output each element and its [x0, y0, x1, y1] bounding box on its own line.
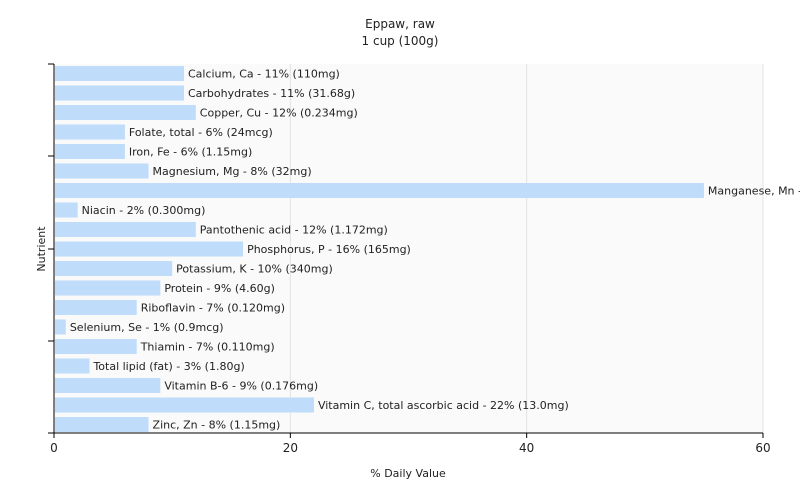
- bar: [55, 163, 149, 179]
- bar-label: Calcium, Ca - 11% (110mg): [188, 68, 340, 81]
- bar: [55, 378, 161, 393]
- bar-label: Vitamin C, total ascorbic acid - 22% (13…: [318, 399, 569, 412]
- bar: [55, 417, 149, 432]
- bar: [55, 339, 137, 354]
- grid-lines: [289, 64, 764, 433]
- bar-labels: Calcium, Ca - 11% (110mg) Carbohydrates -…: [70, 68, 800, 432]
- chart-title: Eppaw, raw: [365, 17, 435, 31]
- axes: 0 20 40 60: [48, 63, 771, 455]
- bar-label: Manganese, Mn - 55% (1.094mg): [708, 185, 800, 198]
- bar-label: Zinc, Zn - 8% (1.15mg): [153, 419, 281, 432]
- bar: [55, 105, 196, 120]
- bar-label: Riboflavin - 7% (0.120mg): [141, 302, 285, 315]
- x-axis-label: % Daily Value: [370, 467, 446, 480]
- bar: [55, 300, 137, 315]
- bar-label: Pantothenic acid - 12% (1.172mg): [200, 224, 388, 237]
- bar: [55, 66, 184, 81]
- chart-subtitle: 1 cup (100g): [362, 34, 439, 48]
- bar: [55, 183, 704, 198]
- bar: [55, 261, 173, 276]
- bar-label: Carbohydrates - 11% (31.68g): [188, 87, 355, 100]
- bar: [55, 202, 78, 218]
- bars: [55, 66, 704, 432]
- bar: [55, 280, 161, 296]
- bar-label: Iron, Fe - 6% (1.15mg): [129, 146, 252, 159]
- bar: [55, 222, 196, 237]
- x-tick-label: 40: [519, 441, 534, 455]
- bar: [55, 397, 314, 413]
- bar: [55, 358, 90, 374]
- bar: [55, 85, 184, 101]
- bar: [55, 241, 244, 257]
- bar-label: Copper, Cu - 12% (0.234mg): [200, 107, 358, 120]
- x-tick-label: 20: [283, 441, 298, 455]
- bar-label: Protein - 9% (4.60g): [164, 282, 275, 295]
- x-tick-label: 0: [50, 441, 58, 455]
- bar-label: Potassium, K - 10% (340mg): [176, 263, 333, 276]
- bar: [55, 144, 125, 159]
- bar-label: Selenium, Se - 1% (0.9mcg): [70, 321, 224, 334]
- bar: [55, 124, 125, 140]
- bar-label: Total lipid (fat) - 3% (1.80g): [92, 360, 244, 373]
- bar-label: Folate, total - 6% (24mcg): [129, 126, 273, 139]
- bar-label: Niacin - 2% (0.300mg): [82, 204, 206, 217]
- bar-label: Vitamin B-6 - 9% (0.176mg): [164, 380, 318, 393]
- bar-label: Magnesium, Mg - 8% (32mg): [153, 165, 312, 178]
- bar: [55, 319, 66, 335]
- bar-label: Phosphorus, P - 16% (165mg): [247, 243, 411, 256]
- y-axis-label: Nutrient: [35, 226, 48, 272]
- x-tick-label: 60: [755, 441, 770, 455]
- bar-label: Thiamin - 7% (0.110mg): [140, 341, 275, 354]
